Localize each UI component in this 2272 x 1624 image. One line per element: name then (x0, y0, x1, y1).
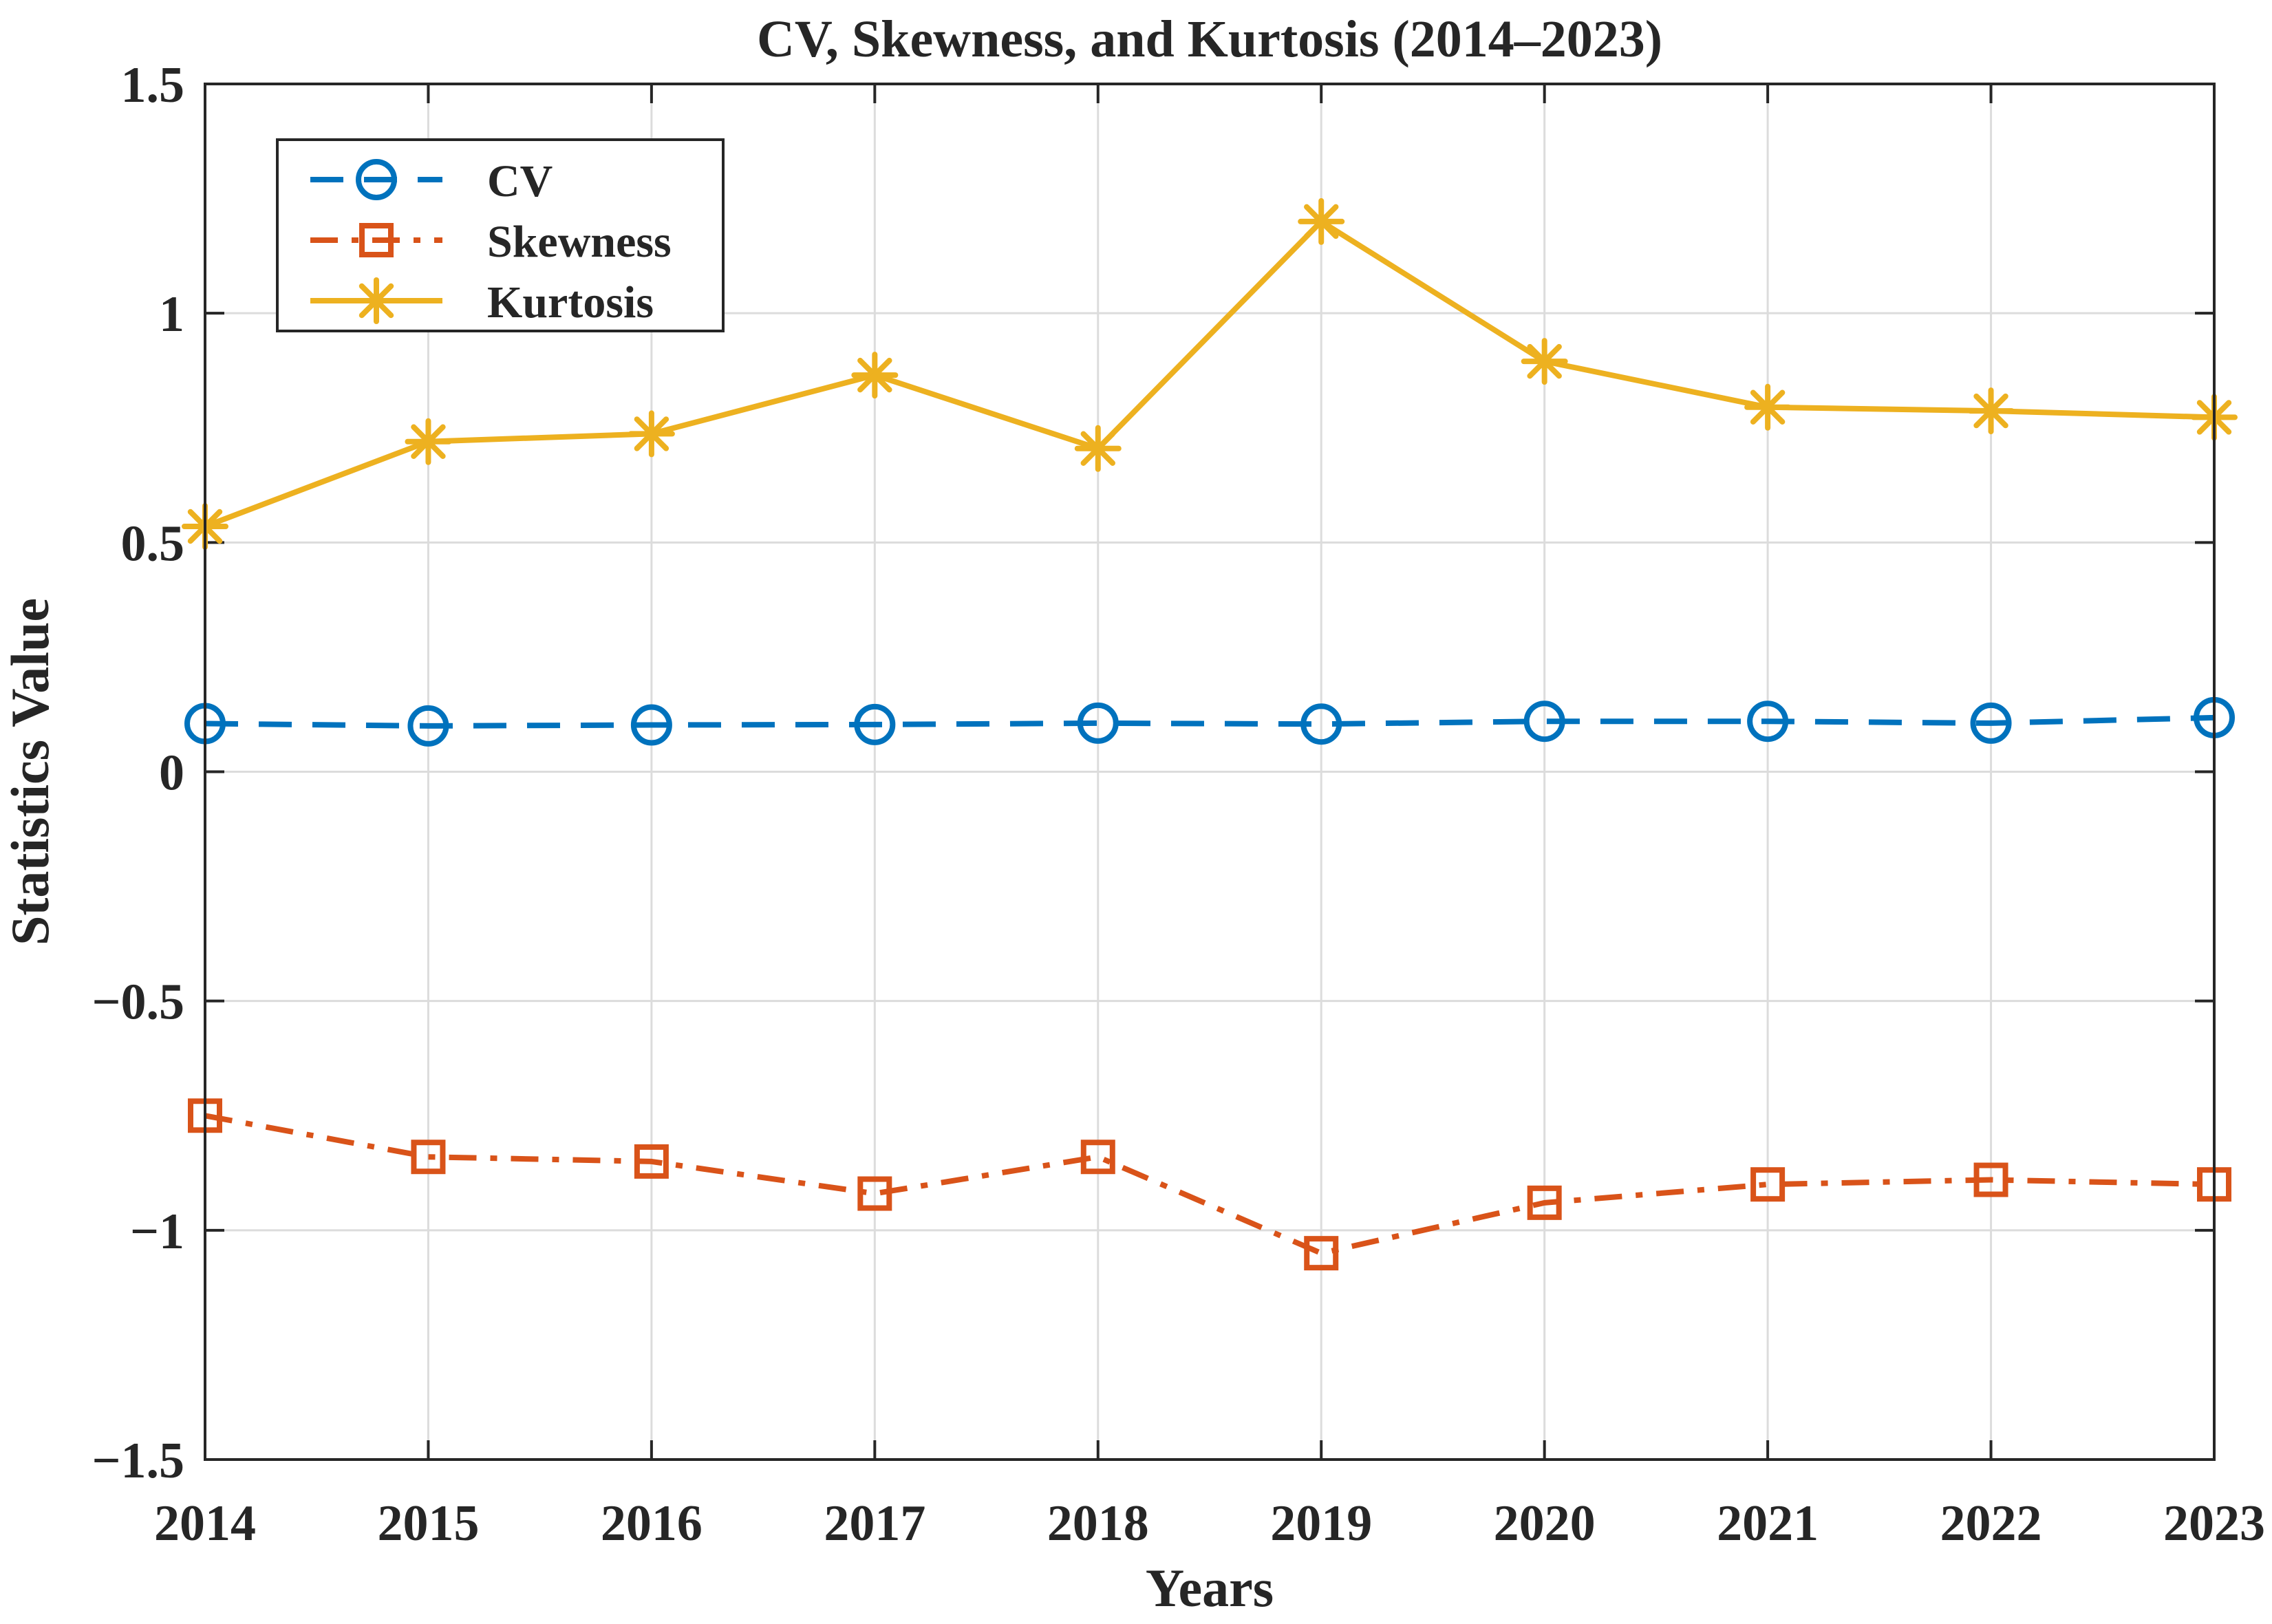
x-tick-label: 2020 (1494, 1495, 1596, 1552)
point-cv-2019 (1300, 703, 1342, 745)
x-tick-label: 2022 (1940, 1495, 2042, 1552)
x-tick-label: 2015 (377, 1495, 479, 1552)
legend-marker-skewness (359, 223, 394, 257)
point-cv-2017 (854, 703, 896, 745)
y-tick-label: −1 (130, 1204, 184, 1260)
point-cv-2016 (630, 704, 672, 746)
y-tick-label: 0.5 (121, 515, 185, 572)
point-cv-2015 (407, 705, 449, 747)
x-tick-label: 2021 (1717, 1495, 1819, 1552)
point-skewness-2015 (411, 1140, 446, 1175)
point-skewness-2017 (857, 1176, 892, 1211)
chart-title: CV, Skewness, and Kurtosis (2014–2023) (757, 10, 1662, 68)
y-tick-label: 1 (159, 286, 184, 343)
point-skewness-2019 (1304, 1236, 1339, 1271)
y-tick-label: −1.5 (92, 1433, 184, 1489)
point-kurtosis-2021 (1744, 383, 1792, 431)
legend-marker-cv (356, 159, 397, 200)
point-skewness-2022 (1973, 1162, 2008, 1197)
legend-marker-kurtosis (353, 277, 400, 324)
point-kurtosis-2018 (1074, 425, 1122, 472)
point-skewness-2018 (1080, 1140, 1115, 1175)
series-line-cv (204, 714, 2215, 729)
legend: CV Skewness Kurtosis (276, 138, 725, 332)
point-cv-2021 (1747, 701, 1789, 742)
y-axis-label: Statistics Value (0, 598, 60, 945)
series-group (182, 197, 2238, 1271)
point-skewness-2021 (1750, 1167, 1786, 1202)
point-kurtosis-2016 (628, 410, 675, 458)
point-skewness-2020 (1527, 1185, 1562, 1220)
point-kurtosis-2022 (1967, 387, 2015, 435)
axes-frame (204, 83, 2216, 1461)
y-tick-label: 0 (159, 745, 184, 802)
tick-labels: 2014 2015 2016 2017 2018 2019 2020 2021 2022 2023… (92, 57, 2265, 1552)
x-tick-label: 2023 (2163, 1495, 2265, 1552)
x-tick-label: 2018 (1047, 1495, 1149, 1552)
legend-label-skewness: Skewness (487, 217, 672, 267)
point-kurtosis-2020 (1521, 338, 1568, 385)
x-tick-label: 2019 (1270, 1495, 1372, 1552)
legend-item-kurtosis: Kurtosis (310, 277, 654, 328)
legend-label-kurtosis: Kurtosis (487, 277, 654, 328)
series-cv (184, 696, 2235, 747)
point-cv-2018 (1077, 702, 1119, 744)
y-tick-label: 1.5 (121, 57, 185, 114)
point-kurtosis-2019 (1298, 197, 1345, 245)
series-line-kurtosis (204, 218, 2215, 529)
point-cv-2020 (1523, 701, 1565, 742)
point-kurtosis-2017 (851, 352, 899, 399)
legend-label-cv: CV (487, 156, 553, 206)
point-kurtosis-2015 (405, 418, 452, 465)
legend-item-cv: CV (310, 156, 553, 206)
legend-item-skewness: Skewness (310, 217, 672, 267)
x-tick-label: 2017 (824, 1495, 925, 1552)
x-tick-label: 2016 (601, 1495, 703, 1552)
x-tick-label: 2014 (154, 1495, 256, 1552)
point-cv-2022 (1970, 702, 2012, 744)
point-skewness-2016 (634, 1144, 669, 1179)
y-tick-label: −0.5 (92, 974, 184, 1031)
x-axis-label: Years (1146, 1558, 1274, 1618)
